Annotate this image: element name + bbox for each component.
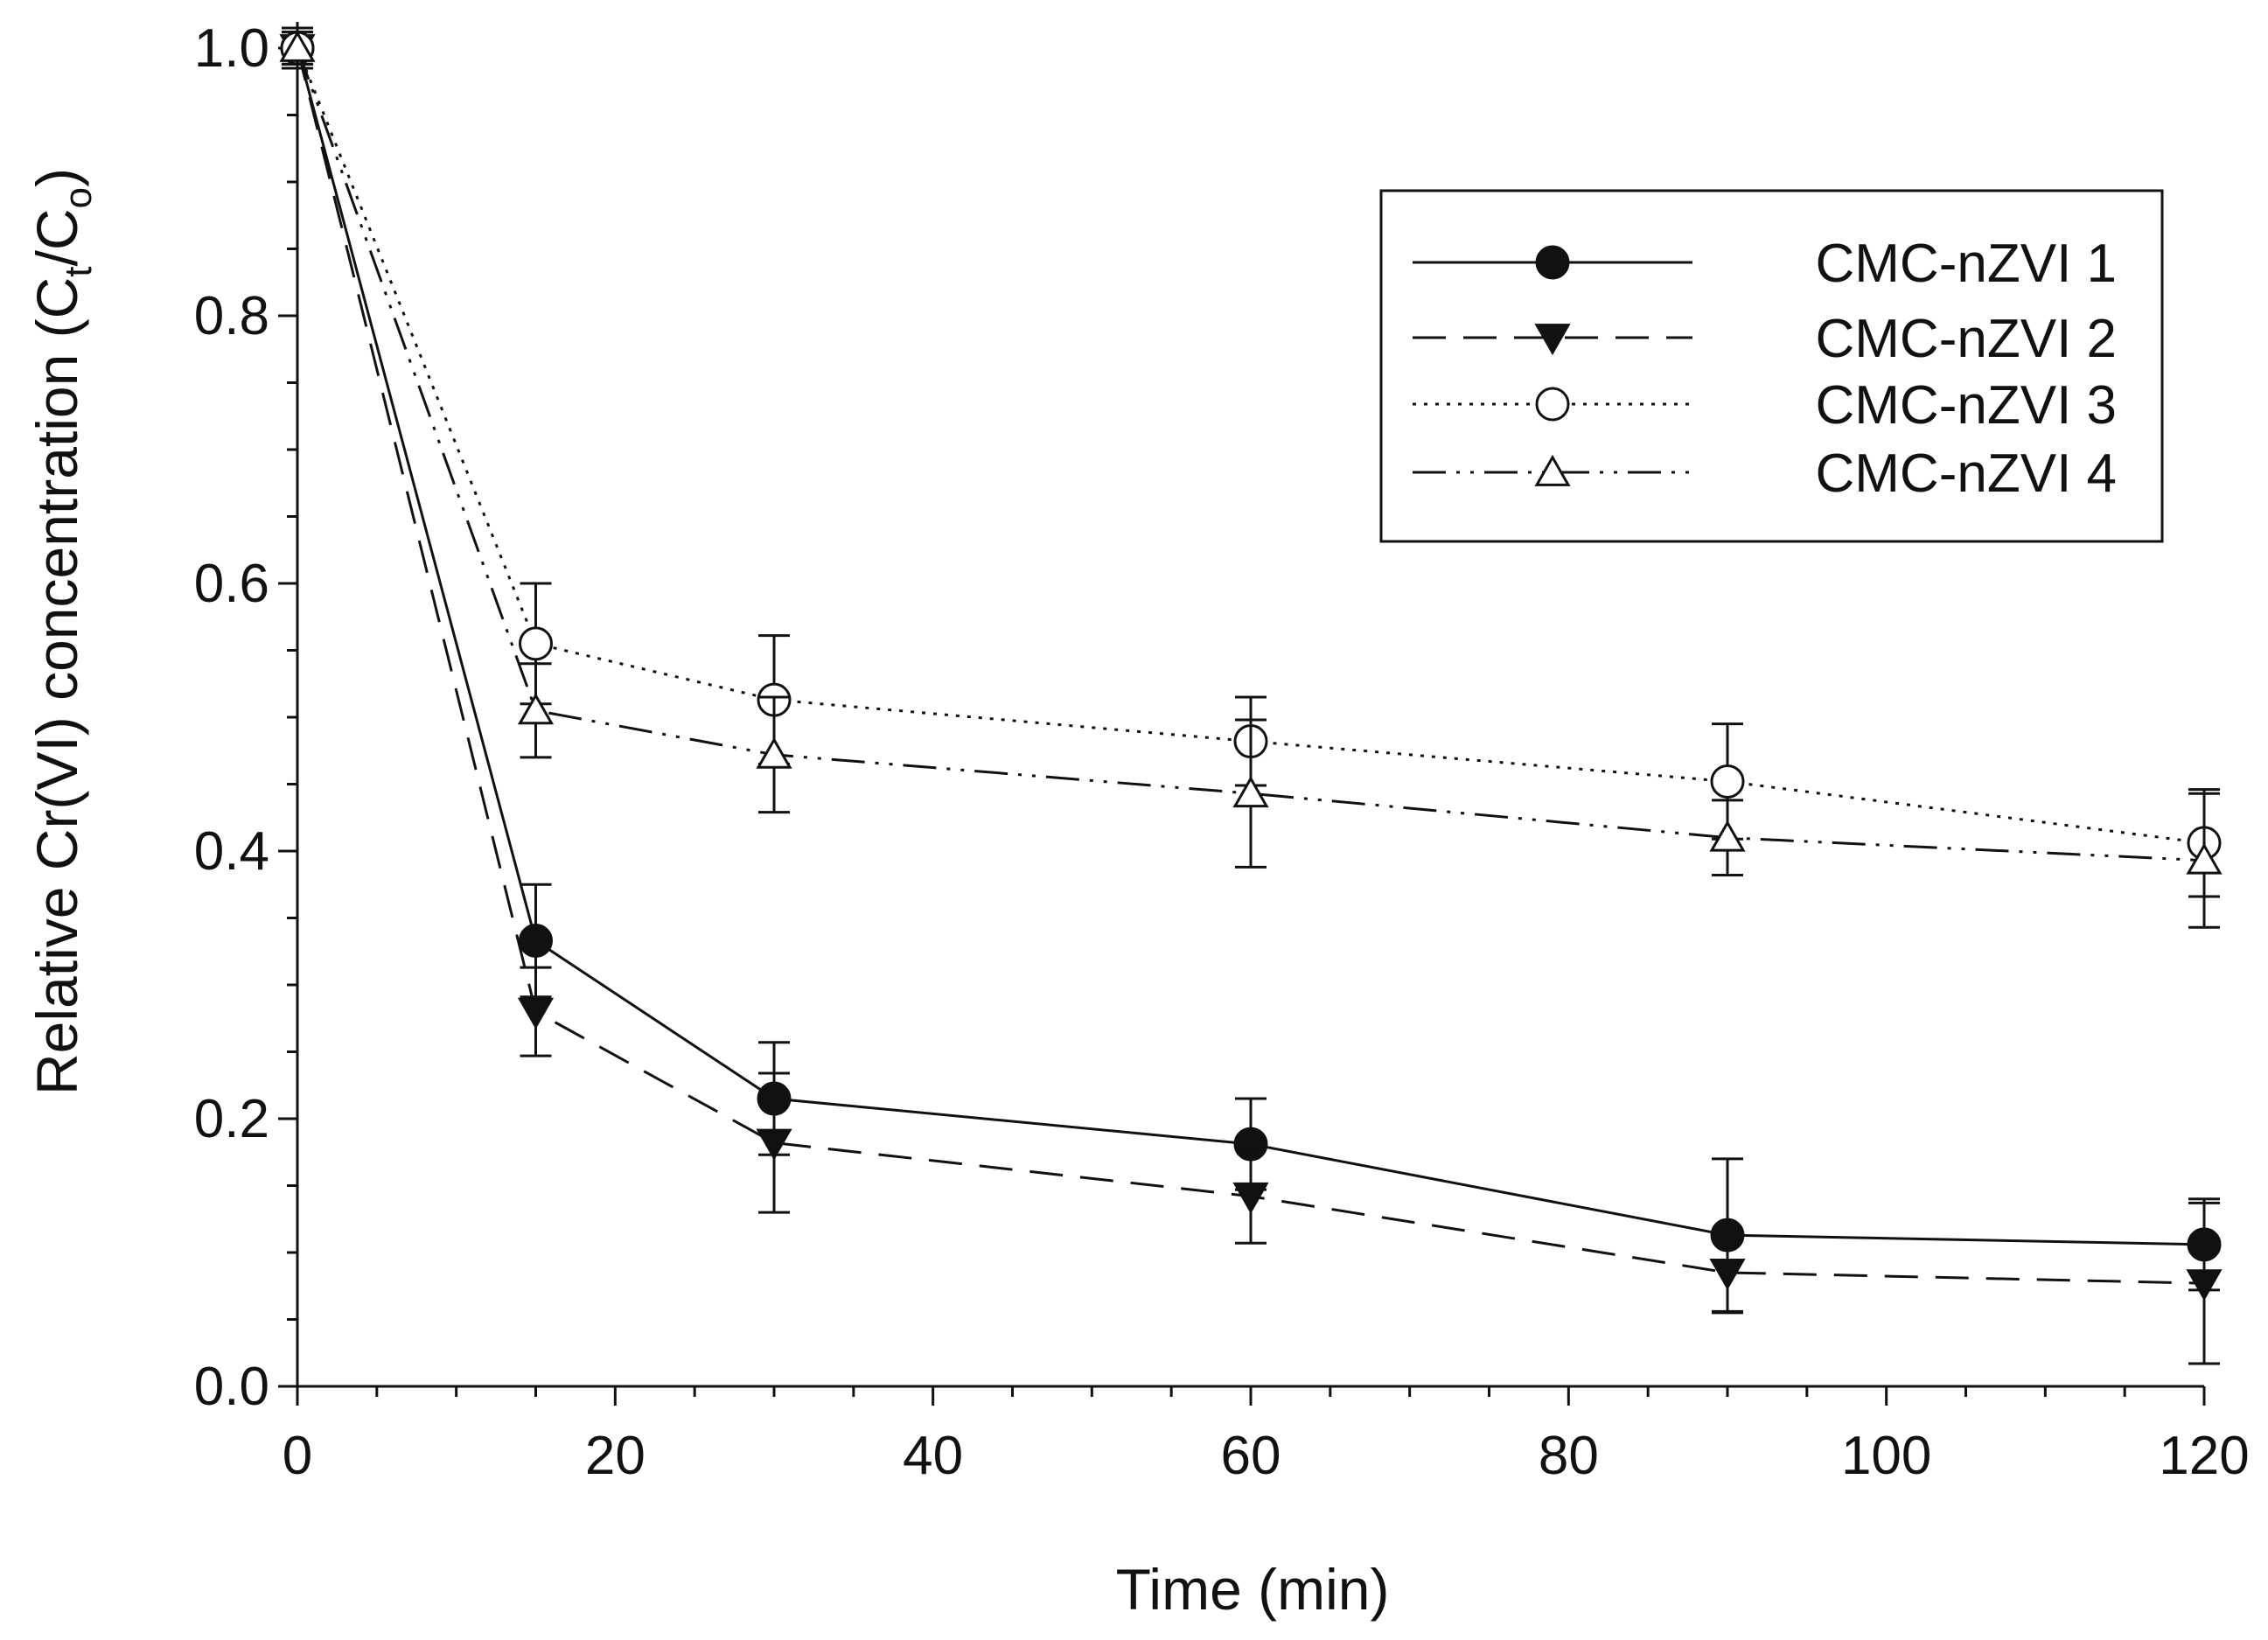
- legend-marker: [1535, 387, 1570, 422]
- data-point: [1709, 820, 1746, 852]
- data-point: [2186, 842, 2223, 875]
- y-tick-label: 1.0: [194, 18, 269, 79]
- data-point: [519, 924, 553, 959]
- series-line: [296, 47, 2205, 862]
- legend-marker: [1535, 245, 1570, 280]
- y-axis-title-suffix: ): [24, 168, 89, 187]
- data-point: [756, 736, 792, 769]
- data-point: [519, 626, 553, 661]
- y-axis-title-mid: /C: [24, 208, 89, 266]
- legend-item-2: CMC-nZVI 2: [1413, 309, 2117, 369]
- legend-marker: [1534, 324, 1571, 356]
- y-axis-title-sub1: t: [57, 266, 100, 276]
- x-tick-label: 0: [283, 1426, 312, 1486]
- data-point: [517, 997, 555, 1029]
- y-tick-label: 0.4: [194, 821, 269, 882]
- legend-label: CMC-nZVI 4: [1816, 443, 2117, 504]
- data-point: [517, 693, 555, 725]
- series-line: [296, 47, 2205, 1246]
- series-line: [296, 47, 2205, 1285]
- x-tick-label: 40: [903, 1426, 963, 1486]
- series-layer: [279, 26, 2223, 1365]
- y-axis-title-prefix: Relative Cr(VI) concentration (C: [24, 277, 89, 1095]
- legend-label: CMC-nZVI 2: [1816, 309, 2117, 369]
- series-4: [279, 30, 2223, 929]
- legend-item-1: CMC-nZVI 1: [1413, 234, 2117, 294]
- y-axis-title-sub2: o: [57, 187, 100, 208]
- data-point: [1710, 764, 1745, 799]
- data-point: [279, 30, 316, 62]
- x-tick-label: 120: [2159, 1426, 2249, 1486]
- x-tick-label: 60: [1221, 1426, 1281, 1486]
- y-axis-title: Relative Cr(VI) concentration (Ct/Co): [24, 168, 100, 1095]
- legend-item-4: CMC-nZVI 4: [1413, 443, 2117, 504]
- data-point: [1709, 1259, 1746, 1291]
- x-tick-label: 20: [585, 1426, 646, 1486]
- data-point: [2186, 1269, 2223, 1302]
- x-axis-title: Time (min): [1116, 1557, 1390, 1622]
- legend-box: [1379, 189, 2164, 543]
- data-point: [1232, 1182, 1269, 1214]
- data-point: [1232, 776, 1269, 808]
- legend-marker: [1534, 454, 1571, 486]
- series-line: [296, 47, 2205, 845]
- legend-item-3: CMC-nZVI 3: [1413, 375, 2117, 436]
- data-point: [756, 1128, 792, 1161]
- x-tick-label: 80: [1539, 1426, 1599, 1486]
- legend-label: CMC-nZVI 1: [1816, 234, 2117, 294]
- x-axis: 0 20 40 60 80 100 120: [283, 1386, 2250, 1486]
- y-tick-label: 0.6: [194, 554, 269, 614]
- y-tick-label: 0.8: [194, 286, 269, 346]
- legend-label: CMC-nZVI 3: [1816, 375, 2117, 436]
- y-tick-label: 0.2: [194, 1089, 269, 1149]
- x-tick-label: 100: [1841, 1426, 1931, 1486]
- y-axis: 0.0 0.2 0.4 0.6 0.8 1.0: [194, 18, 297, 1417]
- y-tick-label: 0.0: [194, 1357, 269, 1417]
